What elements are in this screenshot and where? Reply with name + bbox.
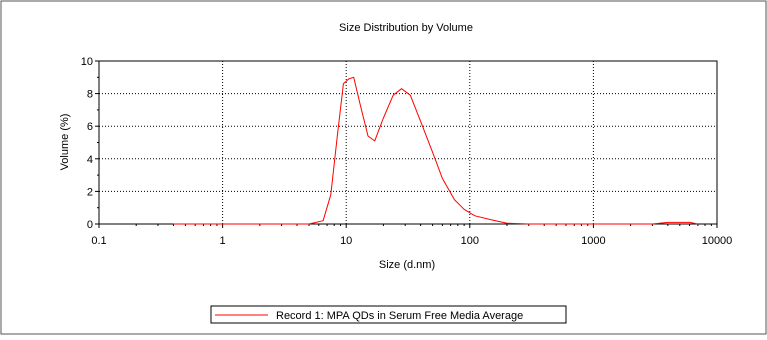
chart-title: Size Distribution by Volume <box>339 22 473 34</box>
x-tick-label: 10000 <box>702 235 733 247</box>
x-axis-label: Size (d.nm) <box>379 259 435 271</box>
plot-area <box>98 60 718 225</box>
x-tick-label: 1 <box>220 235 226 247</box>
legend-label: Record 1: MPA QDs in Serum Free Media Av… <box>276 310 523 322</box>
x-tick-label: 100 <box>461 235 479 247</box>
x-tick-label: 10 <box>340 235 352 247</box>
y-tick-label: 0 <box>87 219 93 231</box>
x-tick-labels: 0.1 1 10 100 1000 10000 <box>91 235 732 247</box>
y-tick-labels: 0 2 4 6 8 10 <box>81 56 93 231</box>
series-group <box>173 76 698 225</box>
axis-ticks <box>95 60 718 228</box>
y-tick-label: 2 <box>87 186 93 198</box>
y-tick-label: 6 <box>87 121 93 133</box>
series-line <box>173 76 698 225</box>
legend: Record 1: MPA QDs in Serum Free Media Av… <box>210 305 567 324</box>
legend-box <box>210 305 567 324</box>
y-tick-label: 8 <box>87 89 93 101</box>
x-tick-label: 0.1 <box>91 235 106 247</box>
y-tick-label: 10 <box>81 56 93 68</box>
y-axis-label: Volume (%) <box>59 114 71 171</box>
x-tick-label: 1000 <box>581 235 605 247</box>
y-tick-label: 4 <box>87 154 93 166</box>
